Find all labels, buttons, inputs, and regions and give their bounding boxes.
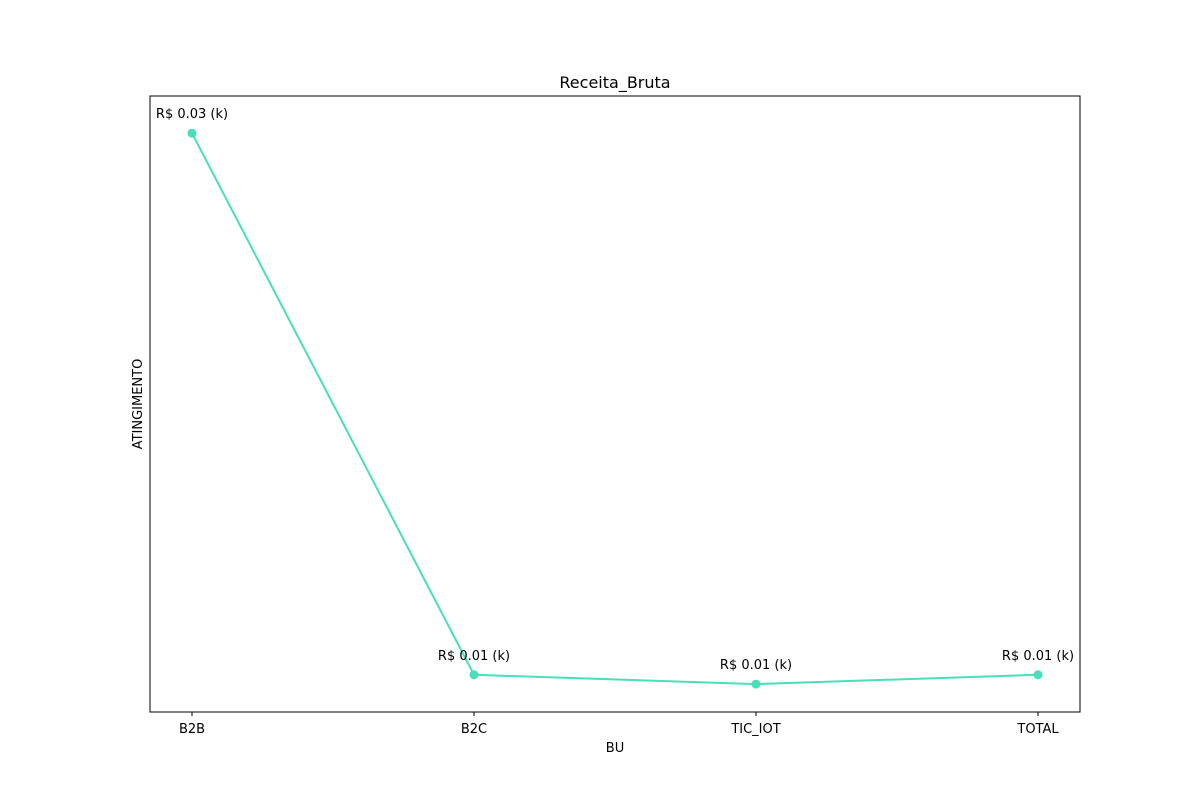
- series-group: R$ 0.03 (k) R$ 0.01 (k) R$ 0.01 (k) R$ 0.01…: [156, 107, 1074, 689]
- data-label: R$ 0.01 (k): [1002, 649, 1074, 664]
- data-label: R$ 0.03 (k): [156, 107, 228, 122]
- x-tick-label: B2B: [179, 722, 205, 737]
- series-line: [191, 132, 1039, 686]
- data-label: R$ 0.01 (k): [720, 658, 792, 673]
- plot-area-frame: [149, 95, 1081, 713]
- data-point: [751, 679, 761, 689]
- x-tick-label: B2C: [461, 722, 487, 737]
- data-point: [1033, 670, 1043, 680]
- x-tick-label: TIC_IOT: [730, 722, 780, 737]
- chart-title: Receita_Bruta: [559, 73, 670, 93]
- y-axis-label: ATINGIMENTO: [131, 359, 146, 450]
- data-point: [187, 128, 197, 138]
- data-label: R$ 0.01 (k): [438, 649, 510, 664]
- x-axis-ticks: B2B B2C TIC_IOT TOTAL: [179, 712, 1059, 737]
- x-tick-label: TOTAL: [1016, 722, 1059, 737]
- x-axis-label: BU: [606, 741, 624, 756]
- data-point: [469, 670, 479, 680]
